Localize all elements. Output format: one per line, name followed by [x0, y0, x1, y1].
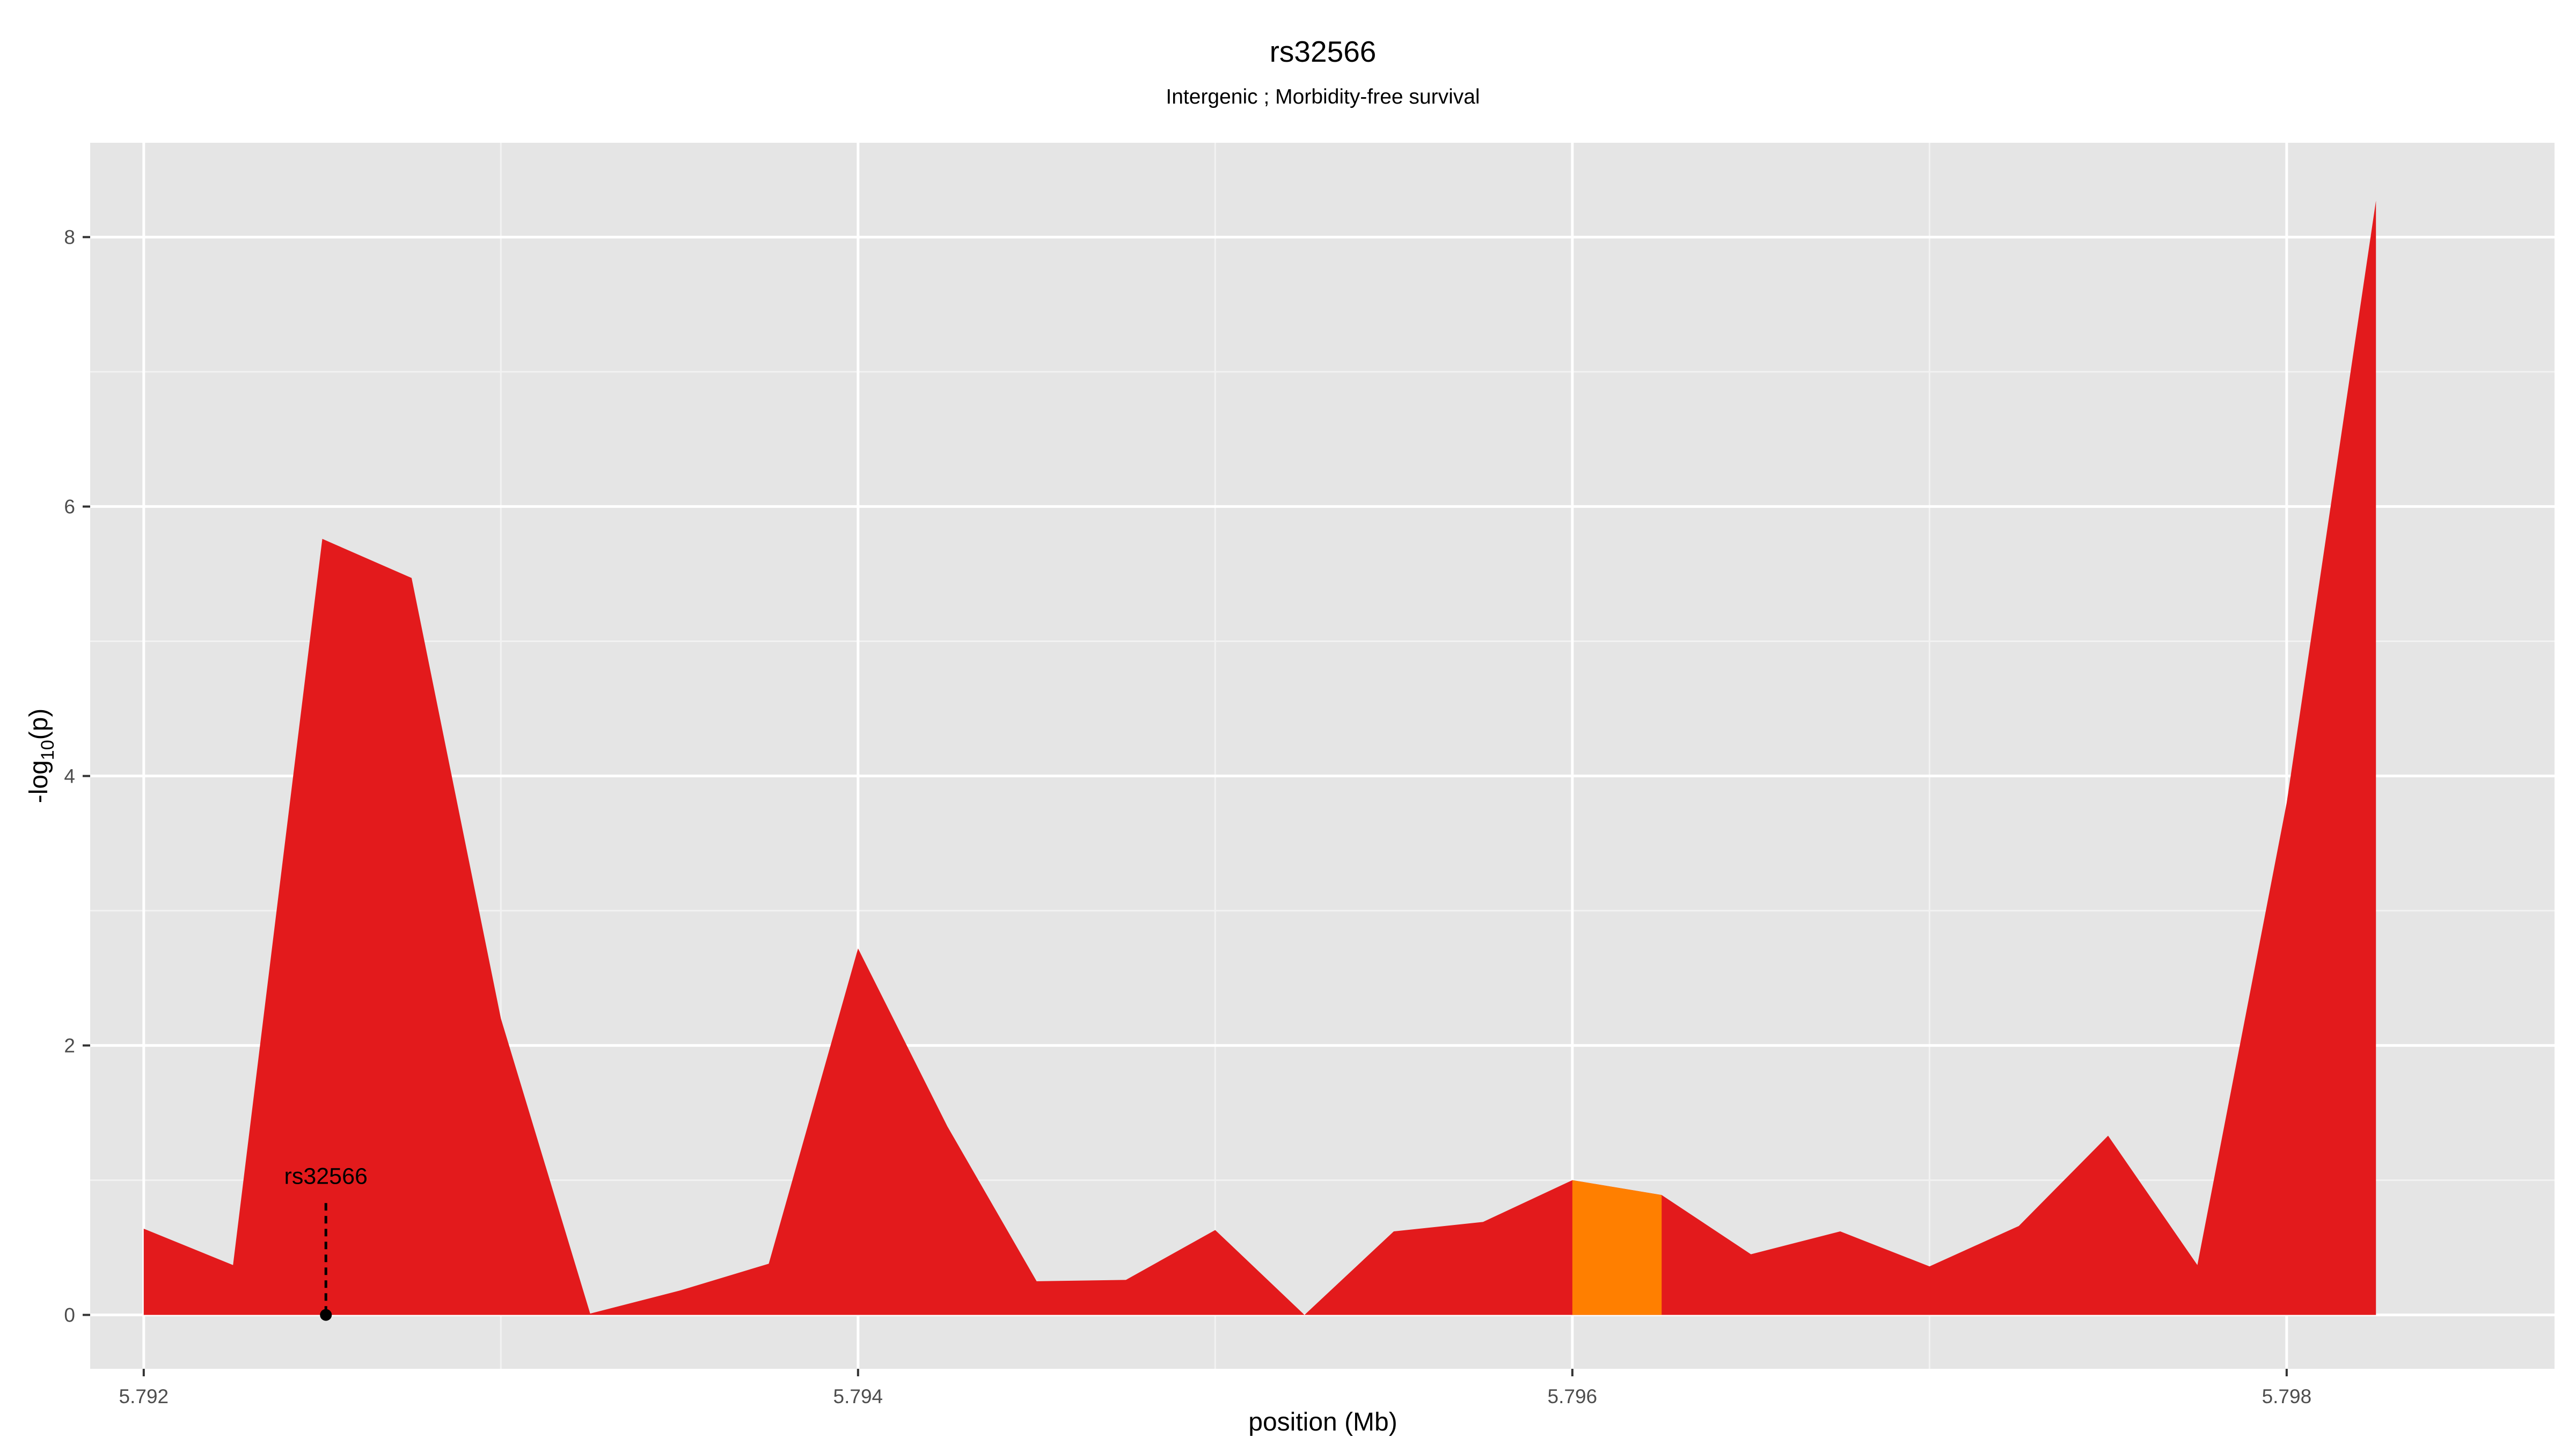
- y-tick-label: 8: [64, 227, 75, 249]
- series-layer: [143, 200, 2376, 1315]
- x-axis: 5.792 5.794 5.796 5.798: [119, 1369, 2312, 1407]
- x-tick-label: 5.798: [2262, 1385, 2312, 1407]
- y-tick-label: 2: [64, 1035, 75, 1057]
- area-series-1: [143, 200, 2376, 1315]
- y-axis-title-subscript: 10: [38, 740, 58, 760]
- annotation-marker-point: [320, 1309, 332, 1321]
- y-tick-label: 6: [64, 496, 75, 518]
- x-tick-label: 5.796: [1548, 1385, 1598, 1407]
- y-axis-title-prefix: -log: [25, 760, 53, 803]
- y-tick-label: 4: [64, 765, 75, 787]
- y-axis-title: -log10(p): [25, 709, 58, 804]
- annotation-label: rs32566: [284, 1163, 368, 1189]
- y-axis-title-suffix: (p): [25, 709, 53, 740]
- x-tick-label: 5.792: [119, 1385, 169, 1407]
- x-tick-label: 5.794: [833, 1385, 883, 1407]
- area-series-2: [1572, 1180, 1662, 1315]
- chart-title: rs32566: [1270, 35, 1377, 68]
- x-axis-title: position (Mb): [1248, 1408, 1397, 1436]
- chart-subtitle: Intergenic ; Morbidity-free survival: [1166, 85, 1480, 108]
- annotation-layer: rs32566: [284, 1163, 368, 1321]
- y-axis: 0 2 4 6 8: [64, 227, 90, 1326]
- y-tick-label: 0: [64, 1304, 75, 1326]
